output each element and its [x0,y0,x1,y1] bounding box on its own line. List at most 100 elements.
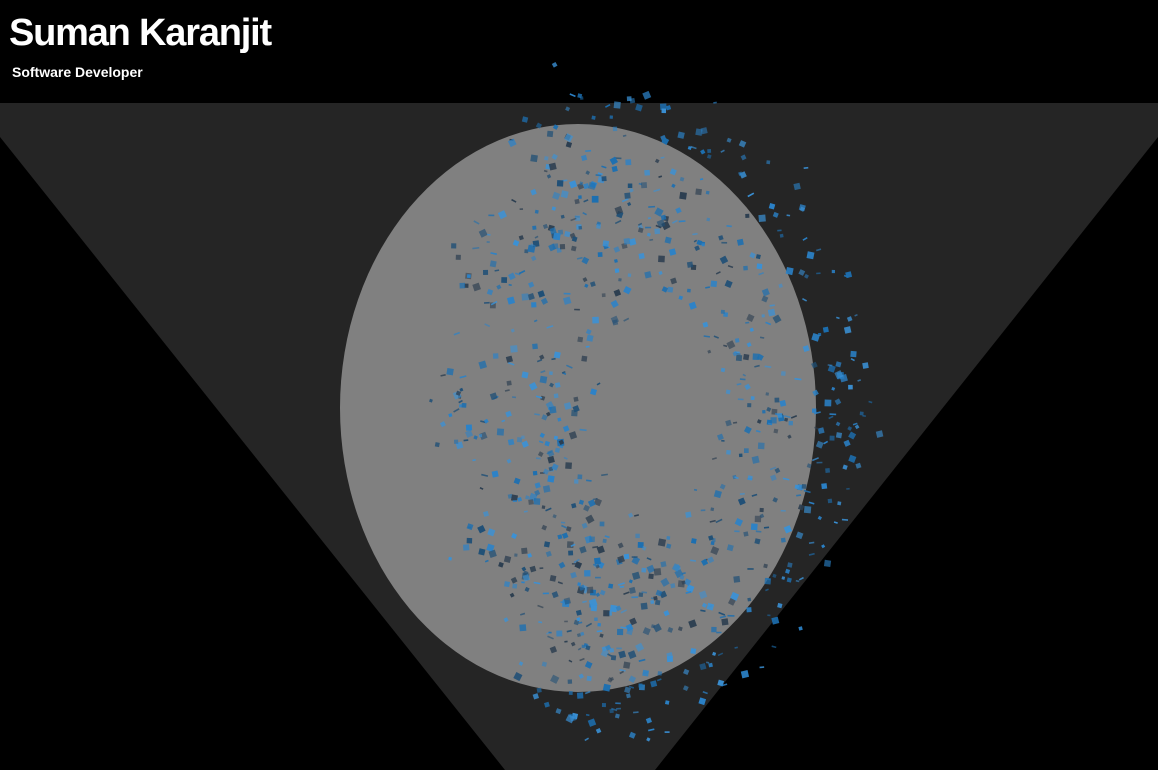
particle [736,355,742,361]
particle [691,538,697,544]
particle [760,666,765,668]
particle [596,224,601,229]
site-subtitle: Software Developer [12,65,143,79]
particle [582,645,585,648]
particle [734,530,739,532]
particle [532,343,538,349]
particle [611,655,616,660]
particle [451,243,456,248]
particle [807,251,815,259]
particle [543,485,551,493]
particle [508,439,515,446]
particle [501,277,507,283]
particle [591,116,595,120]
particle [608,584,613,589]
particle [574,199,579,204]
particle [701,509,706,511]
particle [628,273,632,277]
particle [594,618,597,621]
particle [578,195,582,199]
particle [522,293,529,300]
particle [510,345,517,352]
particle [654,228,660,234]
particle [617,629,623,635]
particle [521,435,525,439]
particle [624,554,630,560]
particle [460,283,466,289]
particle [766,160,770,164]
particle [504,581,510,587]
particle [762,314,765,317]
particle [825,468,830,473]
particle [832,270,835,273]
particle [727,615,734,617]
particle [721,440,724,442]
particle [824,400,831,407]
particle [817,462,823,464]
particle [690,648,696,654]
particle [528,499,534,505]
particle [591,605,597,611]
particle [632,556,638,558]
particle [648,574,654,580]
particle [695,128,702,135]
particle [639,684,643,688]
particle [665,731,670,733]
particle [589,536,595,542]
site-header: Suman Karanjit Software Developer [0,0,420,100]
particle [602,703,606,707]
particle [721,618,728,625]
particle [846,488,850,490]
particle [603,610,609,616]
particle [702,243,705,246]
particle [679,192,687,200]
particle [786,267,794,275]
particle [850,351,856,357]
particle [615,702,621,704]
particle [462,403,467,408]
particle [540,376,548,384]
particle [490,260,497,267]
particle [602,176,607,181]
particle [627,96,632,101]
particle [586,676,591,681]
particle [623,662,630,669]
particle [568,550,573,555]
particle [603,539,607,543]
particle [860,412,864,416]
particle [658,671,663,676]
particle [628,184,633,189]
particle [708,663,713,668]
particle [662,109,667,114]
particle [513,500,517,502]
particle [463,544,469,550]
particle [507,380,512,385]
particle [580,96,584,100]
particle [745,214,749,218]
particle [535,210,539,214]
particle [467,538,473,544]
particle [639,592,644,597]
particle [670,583,675,588]
particle [721,242,727,244]
particle [540,567,544,569]
particle [514,553,517,556]
particle [586,335,593,342]
particle [706,218,710,222]
particle [600,522,605,527]
particle [648,217,651,219]
particle [598,252,603,257]
particle [497,428,504,435]
particle [641,603,648,610]
particle [618,278,621,281]
particle [862,362,869,369]
particle [762,410,765,413]
particle [479,434,482,437]
particle [665,700,669,704]
particle [747,568,753,570]
particle [532,226,536,230]
particle [775,398,780,403]
particle [739,453,743,457]
particle [687,262,693,268]
